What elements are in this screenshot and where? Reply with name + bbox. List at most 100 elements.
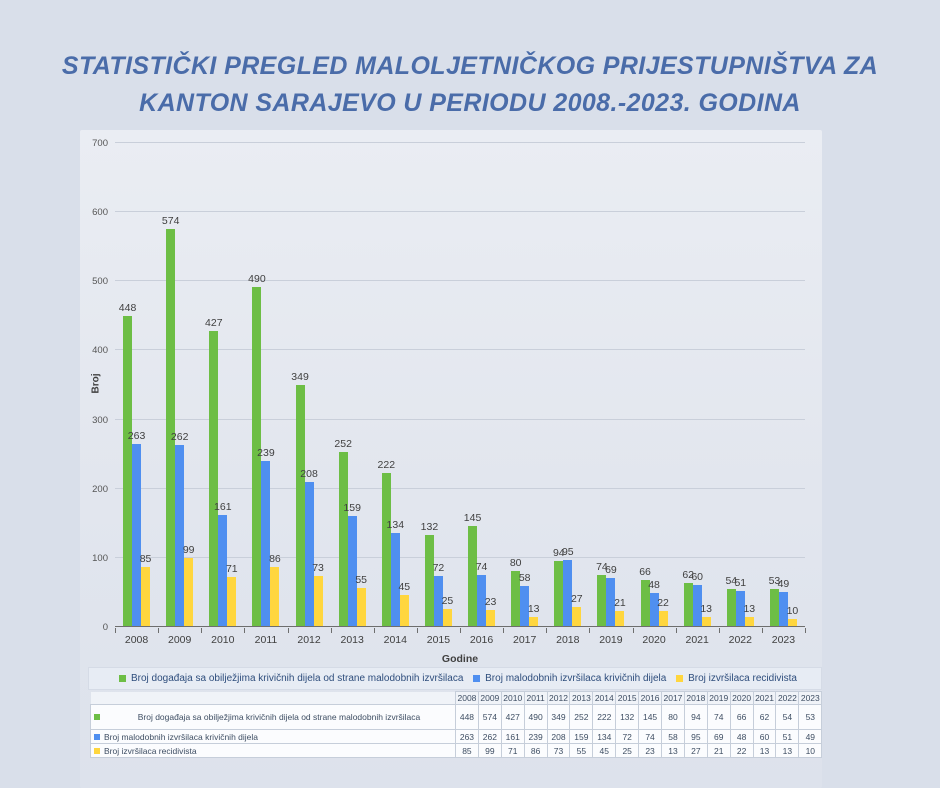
legend-item: Broj izvršilaca recidivista (676, 673, 797, 684)
year-header-cell: 2023 (798, 691, 823, 705)
y-tick-label: 100 (92, 552, 108, 564)
grid-line (115, 280, 805, 282)
table-cell: 22 (729, 743, 754, 758)
x-tick-mark (675, 628, 677, 633)
table-cell: 13 (752, 743, 777, 758)
bar (141, 567, 151, 626)
y-tick-label: 0 (102, 622, 108, 633)
bar (347, 516, 357, 626)
y-tick-label: 300 (92, 414, 108, 426)
grid-line (115, 418, 805, 420)
table-cell: 69 (706, 729, 731, 744)
bar (123, 316, 133, 626)
bar (313, 576, 323, 626)
x-tick-label: 2012 (297, 634, 321, 646)
row-label-cell: Broj izvršilaca recidivista (90, 743, 456, 758)
bar-value-label: 159 (343, 502, 361, 514)
table-cell: 74 (706, 704, 731, 730)
bar-value-label: 13 (743, 603, 756, 615)
table-cell: 71 (500, 743, 525, 758)
x-tick-mark (287, 628, 289, 633)
bar (744, 617, 754, 626)
x-tick-mark (503, 628, 505, 633)
table-cell: 80 (661, 704, 685, 730)
table-cell: 25 (615, 743, 640, 758)
x-tick-mark (589, 628, 591, 633)
data-table: 2008 2009 2010 2011 2012 2013 2014 2015 2016 2017… (90, 691, 823, 758)
bar-value-label: 208 (300, 468, 318, 480)
year-header-cell: 2015 (615, 691, 640, 705)
bar-value-label: 62 (682, 569, 695, 581)
bar-value-label: 54 (725, 575, 738, 587)
legend-swatch-icon (473, 675, 481, 682)
bar (778, 592, 788, 626)
year-header-cell: 2018 (683, 691, 708, 705)
bar (554, 561, 564, 626)
bar-value-label: 69 (605, 564, 617, 576)
table-cell: 222 (592, 704, 617, 730)
bar (227, 577, 237, 626)
bar-value-label: 71 (225, 563, 238, 575)
bar (520, 586, 530, 626)
bar (787, 619, 797, 626)
grid-line (115, 349, 805, 351)
table-cell: 10 (798, 743, 823, 758)
bar-value-label: 27 (570, 593, 583, 605)
bar (563, 560, 573, 626)
table-cell: 51 (775, 729, 800, 744)
year-header-cell: 2009 (477, 691, 502, 705)
bar (572, 607, 582, 626)
bar-value-label: 13 (527, 603, 540, 615)
x-tick-label: 2019 (599, 634, 623, 646)
bar-value-label: 161 (214, 501, 232, 513)
y-tick-label: 200 (92, 483, 108, 495)
bar-value-label: 49 (777, 578, 790, 590)
table-cell: 262 (477, 729, 502, 744)
year-header-cell: 2014 (592, 691, 617, 705)
bar-value-label: 66 (639, 566, 651, 578)
table-row: Broj malodobnih izvršilaca krivičnih dij… (90, 729, 823, 744)
bar (769, 589, 779, 626)
legend-label: Broj izvršilaca recidivista (688, 673, 797, 684)
bar (166, 229, 176, 626)
bar (184, 558, 194, 626)
page-title-line1: STATISTIČKI PREGLED MALOLJETNIČKOG PRIJE… (61, 52, 879, 80)
year-header-cell: 2020 (729, 691, 754, 705)
table-cell: 86 (523, 743, 548, 758)
x-tick-label: 2022 (728, 634, 752, 646)
x-tick-label: 2021 (685, 634, 709, 646)
grid-line (115, 487, 805, 489)
bar (442, 609, 452, 626)
bar-value-label: 60 (691, 571, 704, 583)
bar-value-label: 21 (614, 597, 626, 609)
x-tick-mark (373, 628, 375, 633)
x-tick-mark (201, 628, 203, 633)
chart-panel: Broj 448 574 427 490 349 252 222 132 145 80 94 74 66… (80, 130, 823, 788)
x-tick-label: 2009 (168, 634, 192, 646)
bar-value-label: 132 (420, 521, 439, 533)
x-tick-label: 2013 (340, 634, 364, 646)
table-row: Broj događaja sa obilježjima krivičnih d… (90, 704, 823, 730)
page-title-line2: KANTON SARAJEVO U PERIODU 2008.-2023. GO… (139, 89, 801, 117)
table-cell: 54 (775, 704, 800, 730)
y-tick-label: 400 (92, 345, 108, 357)
y-tick-label: 500 (92, 276, 108, 288)
bar-value-label: 349 (291, 371, 309, 383)
bar (649, 593, 659, 626)
bar (615, 611, 625, 626)
table-cell: 73 (546, 743, 571, 758)
bar (218, 515, 228, 626)
bar-value-label: 252 (334, 438, 352, 450)
table-cell: 60 (752, 729, 777, 744)
bar-value-label: 25 (441, 595, 454, 607)
year-header-cell: 2011 (523, 691, 548, 705)
bar-value-label: 22 (657, 597, 669, 609)
bar (726, 589, 736, 626)
bar (433, 576, 443, 626)
year-header-cell: 2021 (752, 691, 777, 705)
table-cell: 45 (592, 743, 617, 758)
bar (175, 445, 185, 626)
x-tick-label: 2010 (211, 634, 235, 646)
year-header-cell: 2019 (706, 691, 731, 705)
bar (209, 331, 219, 626)
